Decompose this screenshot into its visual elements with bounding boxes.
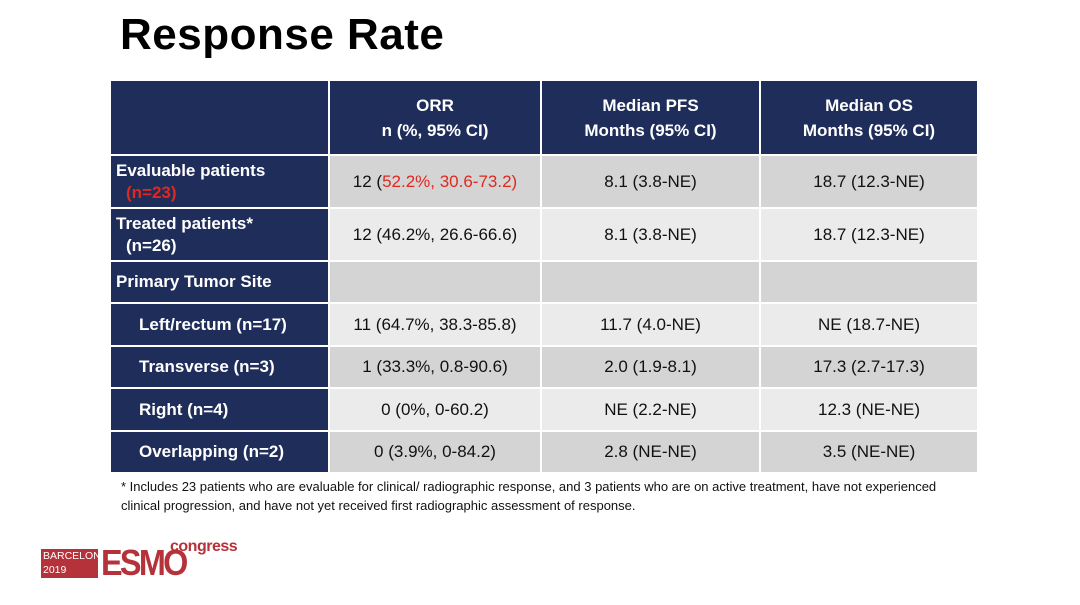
orr-cell: 0 (0%, 0-60.2) — [328, 387, 542, 432]
pfs-cell: 11.7 (4.0-NE) — [540, 302, 761, 347]
table-row-treated: Treated patients* (n=26) 12 (46.2%, 26.6-… — [109, 207, 979, 262]
orr-cell: 0 (3.9%, 0-84.2) — [328, 430, 542, 474]
row-label: Treated patients* (n=26) — [109, 207, 330, 262]
logo-congress-text: congress — [170, 538, 238, 555]
table-header-row: ORR n (%, 95% CI) Median PFS Months (95% C… — [109, 79, 979, 156]
os-cell: NE (18.7-NE) — [759, 302, 979, 347]
row-label: Transverse (n=3) — [109, 345, 330, 389]
header-orr: ORR n (%, 95% CI) — [328, 79, 542, 156]
os-cell: 12.3 (NE-NE) — [759, 387, 979, 432]
orr-cell — [328, 260, 542, 304]
footnote: * Includes 23 patients who are evaluable… — [121, 479, 937, 513]
esmo-congress-logo: BARCELONA 2019 ESMO congress — [41, 538, 241, 583]
row-label: Primary Tumor Site — [109, 260, 330, 304]
pfs-cell: 2.8 (NE-NE) — [540, 430, 761, 474]
row-label: Right (n=4) — [109, 387, 330, 432]
header-corner — [109, 79, 330, 156]
os-cell: 18.7 (12.3-NE) — [759, 154, 979, 209]
orr-cell: 12 (46.2%, 26.6-66.6) — [328, 207, 542, 262]
os-cell: 17.3 (2.7-17.3) — [759, 345, 979, 389]
row-label: Overlapping (n=2) — [109, 430, 330, 474]
slide-title: Response Rate — [120, 10, 445, 59]
os-cell: 3.5 (NE-NE) — [759, 430, 979, 474]
table-row-transverse: Transverse (n=3) 1 (33.3%, 0.8-90.6) 2.0… — [109, 345, 979, 389]
table-row-evaluable: Evaluable patients (n=23) 12 (52.2%, 30.6… — [109, 154, 979, 209]
table-row-overlapping: Overlapping (n=2) 0 (3.9%, 0-84.2) 2.8 (… — [109, 430, 979, 474]
header-median-pfs: Median PFS Months (95% CI) — [540, 79, 761, 156]
logo-esmo-wordmark: ESMO — [101, 542, 188, 583]
row-label: Left/rectum (n=17) — [109, 302, 330, 347]
pfs-cell: 8.1 (3.8-NE) — [540, 207, 761, 262]
pfs-cell: NE (2.2-NE) — [540, 387, 761, 432]
os-cell — [759, 260, 979, 304]
os-cell: 18.7 (12.3-NE) — [759, 207, 979, 262]
orr-cell: 11 (64.7%, 38.3-85.8) — [328, 302, 542, 347]
orr-cell: 12 (52.2%, 30.6-73.2) — [328, 154, 542, 209]
response-rate-table: ORR n (%, 95% CI) Median PFS Months (95% C… — [109, 79, 979, 474]
header-median-os: Median OS Months (95% CI) — [759, 79, 979, 156]
table-row-primary-tumor-site: Primary Tumor Site — [109, 260, 979, 304]
pfs-cell — [540, 260, 761, 304]
table-row-left-rectum: Left/rectum (n=17) 11 (64.7%, 38.3-85.8)… — [109, 302, 979, 347]
pfs-cell: 2.0 (1.9-8.1) — [540, 345, 761, 389]
logo-city-badge: BARCELONA 2019 — [41, 549, 108, 578]
table-row-right: Right (n=4) 0 (0%, 0-60.2) NE (2.2-NE) 1… — [109, 387, 979, 432]
pfs-cell: 8.1 (3.8-NE) — [540, 154, 761, 209]
row-label: Evaluable patients (n=23) — [109, 154, 330, 209]
orr-cell: 1 (33.3%, 0.8-90.6) — [328, 345, 542, 389]
